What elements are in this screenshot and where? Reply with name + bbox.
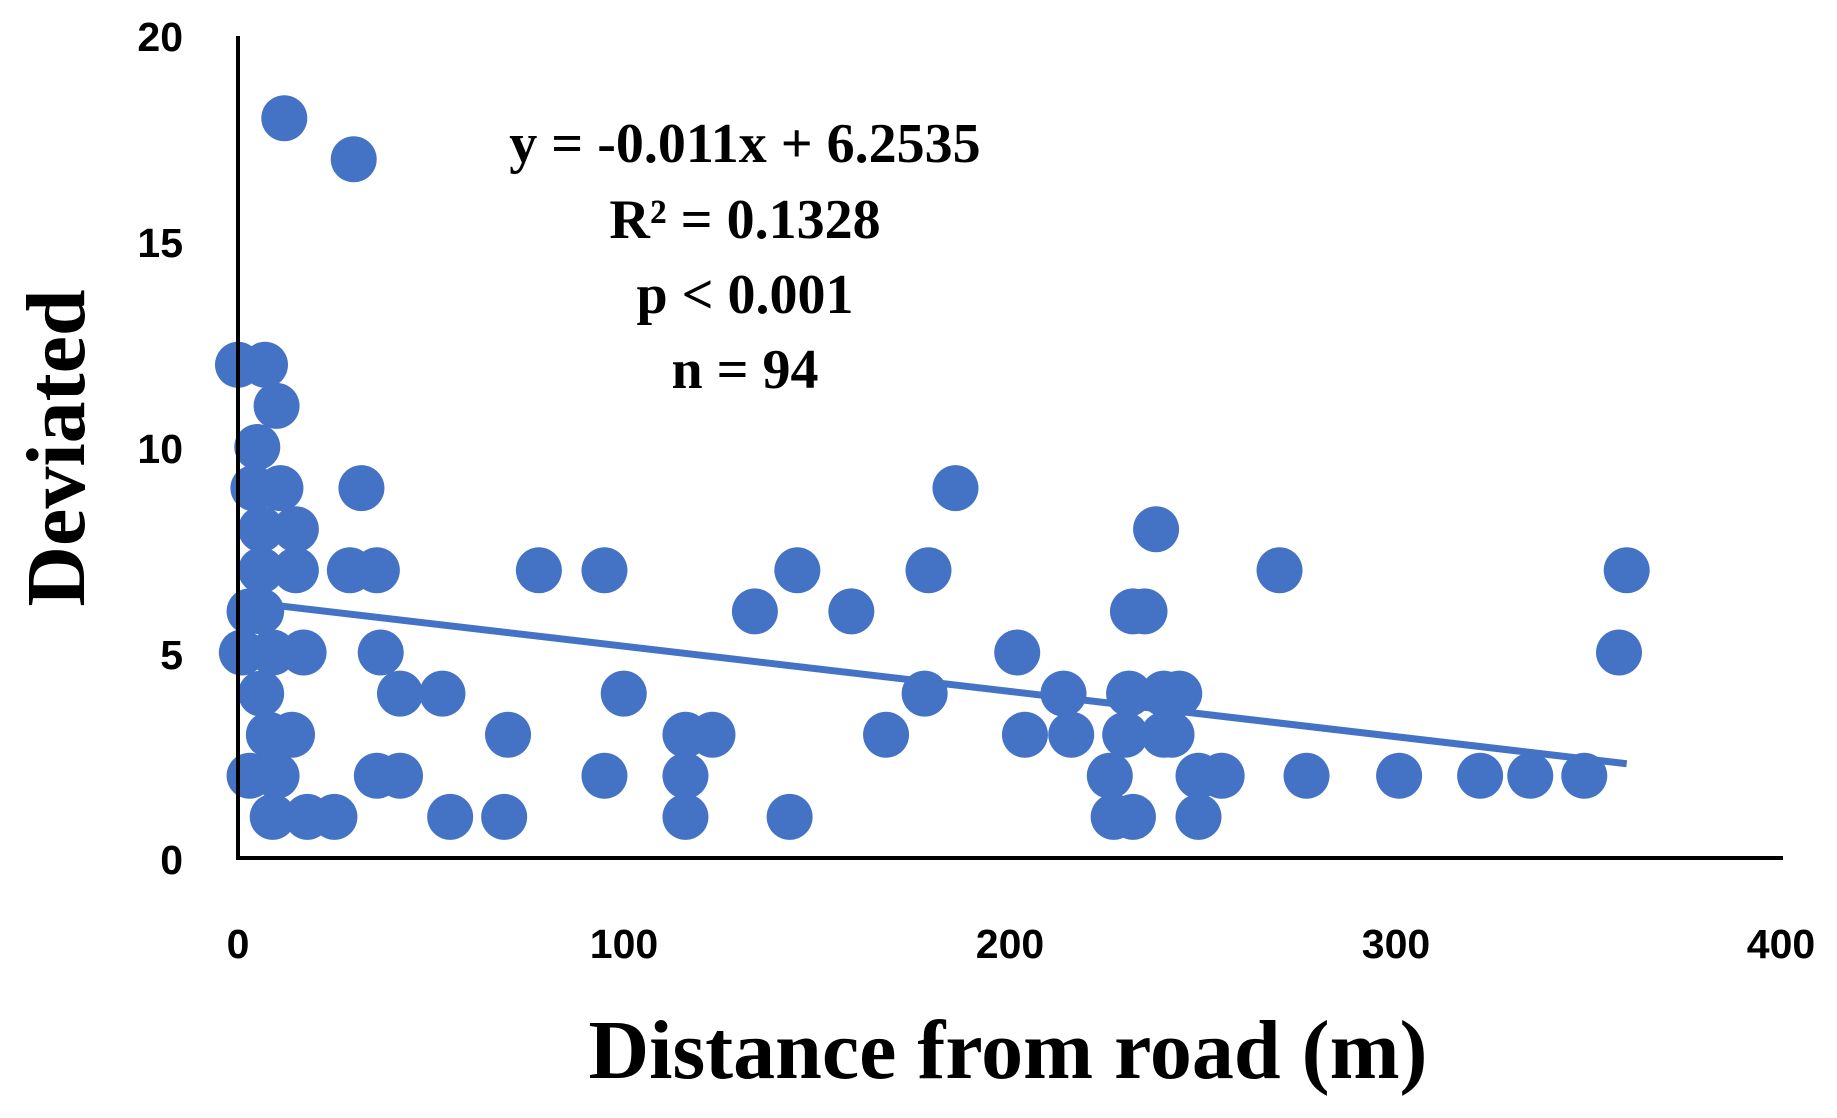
y-tick-label-15: 15 (137, 220, 183, 266)
data-point-54 (1040, 670, 1087, 717)
data-point-78 (1603, 547, 1650, 594)
data-point-46 (766, 793, 813, 840)
data-point-25 (269, 711, 316, 758)
data-point-60 (1102, 711, 1149, 758)
p-value-label: p < 0.001 (636, 264, 853, 326)
data-point-30 (377, 752, 424, 799)
data-point-22 (377, 670, 424, 717)
data-point-69 (1198, 752, 1245, 799)
data-point-33 (311, 793, 358, 840)
data-point-74 (1457, 752, 1504, 799)
data-point-35 (481, 793, 528, 840)
data-point-7 (257, 465, 304, 512)
data-point-56 (1086, 752, 1133, 799)
data-point-47 (828, 588, 875, 635)
data-point-71 (1256, 547, 1303, 594)
data-point-49 (905, 547, 952, 594)
regression-equation: y = -0.011x + 6.2535 (509, 113, 980, 175)
x-tick-label-0: 0 (227, 921, 250, 967)
data-point-44 (731, 588, 778, 635)
data-point-8 (338, 465, 385, 512)
data-point-48 (863, 711, 910, 758)
y-tick-label-5: 5 (160, 632, 183, 678)
x-tick-label-400: 400 (1747, 921, 1815, 967)
data-point-4 (253, 382, 300, 429)
data-point-52 (994, 629, 1041, 676)
data-point-75 (1507, 752, 1554, 799)
data-point-39 (581, 752, 628, 799)
data-point-5 (234, 424, 281, 470)
data-point-72 (1283, 752, 1330, 799)
data-point-16 (238, 588, 285, 635)
y-tick-label-0: 0 (160, 837, 183, 883)
data-point-36 (515, 547, 562, 594)
data-point-11 (238, 547, 285, 594)
data-point-1 (330, 136, 377, 183)
data-point-31 (249, 793, 296, 840)
data-point-65 (1156, 670, 1203, 717)
y-tick-label-10: 10 (137, 426, 183, 472)
trendline (237, 597, 1628, 768)
data-point-62 (1121, 588, 1168, 635)
data-point-76 (1561, 752, 1608, 799)
x-axis-title: Distance from road (m) (588, 1004, 1427, 1097)
x-tick-label-100: 100 (590, 921, 658, 967)
data-point-9 (238, 506, 285, 553)
data-point-37 (581, 547, 628, 594)
data-points (215, 95, 1650, 840)
data-point-51 (932, 465, 979, 512)
data-point-23 (419, 670, 466, 717)
data-point-45 (774, 547, 821, 594)
data-point-38 (600, 670, 647, 717)
data-point-21 (238, 670, 285, 717)
sample-size-label: n = 94 (671, 339, 818, 401)
data-point-10 (272, 506, 319, 553)
data-point-34 (427, 793, 474, 840)
x-tick-label-300: 300 (1362, 921, 1430, 967)
data-point-43 (662, 793, 709, 840)
data-point-55 (1048, 711, 1095, 758)
data-point-70 (1175, 793, 1222, 840)
data-point-14 (353, 547, 400, 594)
data-point-53 (1001, 711, 1048, 758)
data-point-73 (1376, 752, 1423, 799)
data-point-67 (1148, 711, 1195, 758)
y-axis-title: Deviated (10, 289, 103, 606)
data-point-63 (1133, 506, 1180, 553)
data-point-28 (253, 752, 300, 799)
data-point-20 (357, 629, 404, 676)
data-point-26 (485, 711, 532, 758)
r-squared-label: R² = 0.1328 (609, 189, 880, 251)
data-point-12 (272, 547, 319, 594)
data-point-42 (662, 752, 709, 799)
x-tick-label-200: 200 (976, 921, 1044, 967)
data-point-3 (242, 341, 289, 388)
data-point-41 (689, 711, 736, 758)
data-point-19 (280, 629, 327, 676)
data-point-58 (1109, 793, 1156, 840)
data-point-0 (261, 95, 308, 142)
y-tick-label-20: 20 (137, 14, 183, 60)
data-point-77 (1595, 629, 1642, 676)
